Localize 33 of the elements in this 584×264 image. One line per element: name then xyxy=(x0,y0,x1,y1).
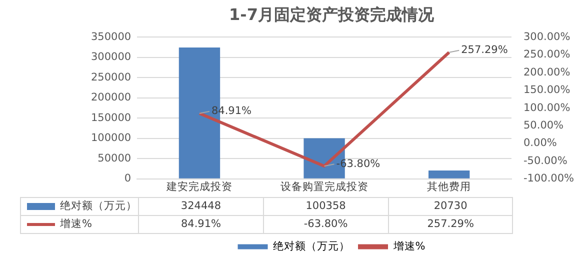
y-tick-label: 50000 xyxy=(98,152,132,164)
data-label: 84.91% xyxy=(138,215,264,234)
y2-tick-label: 50.00% xyxy=(523,119,564,132)
y-tick-label: 0 xyxy=(124,172,132,185)
y2-tick-label: 300.00% xyxy=(523,30,570,43)
y2-tick-label: -100.00% xyxy=(523,172,574,185)
text: 绝对额（万元） xyxy=(273,240,350,252)
text: 257.29% xyxy=(461,44,508,56)
data-label: 324448 xyxy=(138,197,264,216)
legend-label: 绝对额（万元） xyxy=(60,200,137,212)
data-label: 257.29% xyxy=(388,215,513,234)
data-label: 20730 xyxy=(388,197,513,216)
x-tick-label: 设备购置完成投资 xyxy=(280,180,368,193)
y2-tick-label: 150.00% xyxy=(523,84,570,96)
y-tick-label: 100000 xyxy=(90,132,132,144)
text: 增速% xyxy=(60,218,92,230)
bar xyxy=(428,170,470,178)
y-tick-label: 200000 xyxy=(90,92,132,104)
y-tick-label: 250000 xyxy=(90,71,132,84)
y-tick-label: 150000 xyxy=(90,112,132,124)
x-tick-label: 建安完成投资 xyxy=(165,180,232,193)
y-tick-label: 300000 xyxy=(90,51,132,64)
legend-label: 增速% xyxy=(392,239,426,252)
y2-tick-label: 100.00% xyxy=(523,102,570,114)
y2-tick-label: 0.00% xyxy=(523,137,557,150)
chart-title: 1-7月固定资产投资完成情况 xyxy=(229,4,435,24)
y2-tick-label: 250.00% xyxy=(523,48,570,61)
data-label: -63.80% xyxy=(263,215,388,234)
y-tick-label: 350000 xyxy=(90,30,132,43)
y2-tick-label: -50.00% xyxy=(523,154,568,167)
data-label: 100358 xyxy=(263,197,388,216)
x-tick-label: 其他费用 xyxy=(427,180,472,193)
y2-tick-label: 200.00% xyxy=(523,66,570,78)
